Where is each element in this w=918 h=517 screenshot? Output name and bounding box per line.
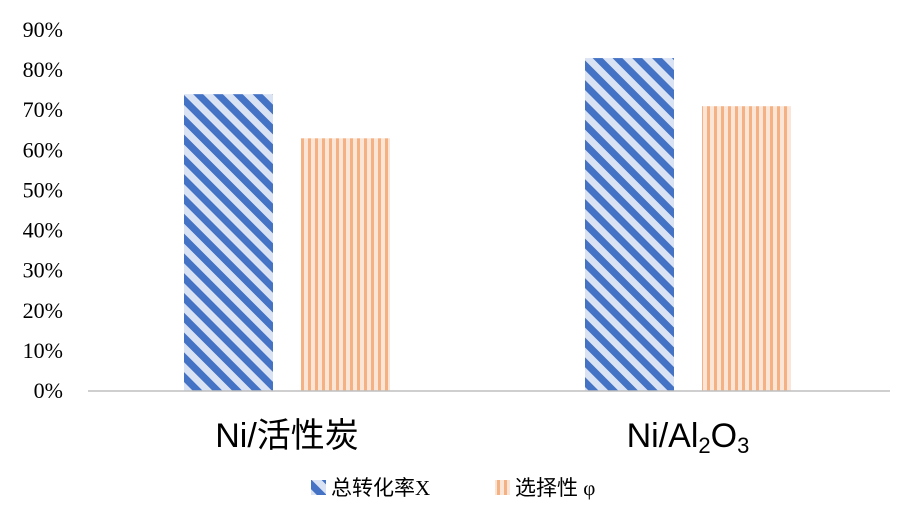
y-tick-label: 60%	[23, 137, 63, 162]
x-category-label: Ni/活性炭	[215, 417, 359, 455]
legend-label: 选择性 φ	[515, 476, 595, 500]
legend-label: 总转化率X	[331, 476, 430, 500]
bar-selectivity-ni-activated-carbon	[301, 138, 390, 391]
y-tick-label: 30%	[23, 258, 63, 283]
legend-swatch	[311, 480, 326, 495]
x-category-label: Ni/Al2O3	[627, 417, 750, 458]
y-tick-label: 80%	[23, 57, 63, 82]
y-tick-label: 0%	[34, 378, 63, 403]
y-tick-label: 40%	[23, 218, 63, 243]
y-axis-tick-labels: 0% 10% 20% 30% 40% 50% 60% 70% 80% 90%	[23, 17, 63, 403]
subscript: 3	[737, 433, 749, 458]
y-tick-label: 10%	[23, 338, 63, 363]
category-labels: Ni/活性炭 Ni/Al2O3	[215, 417, 749, 458]
legend-swatch	[495, 480, 510, 495]
y-tick-label: 90%	[23, 17, 63, 42]
y-tick-label: 70%	[23, 97, 63, 122]
y-tick-label: 20%	[23, 298, 63, 323]
bar-conversion-ni-al2o3	[585, 58, 674, 391]
legend: 总转化率X 选择性 φ	[311, 476, 595, 500]
subscript: 2	[698, 433, 710, 458]
label-part: O	[711, 417, 737, 455]
label-part: Ni/Al	[627, 417, 699, 455]
bar-selectivity-ni-al2o3	[702, 106, 791, 391]
bar-conversion-ni-activated-carbon	[184, 94, 273, 391]
label-part: Ni/活性炭	[215, 417, 359, 455]
y-tick-label: 50%	[23, 177, 63, 202]
bars	[184, 58, 791, 391]
